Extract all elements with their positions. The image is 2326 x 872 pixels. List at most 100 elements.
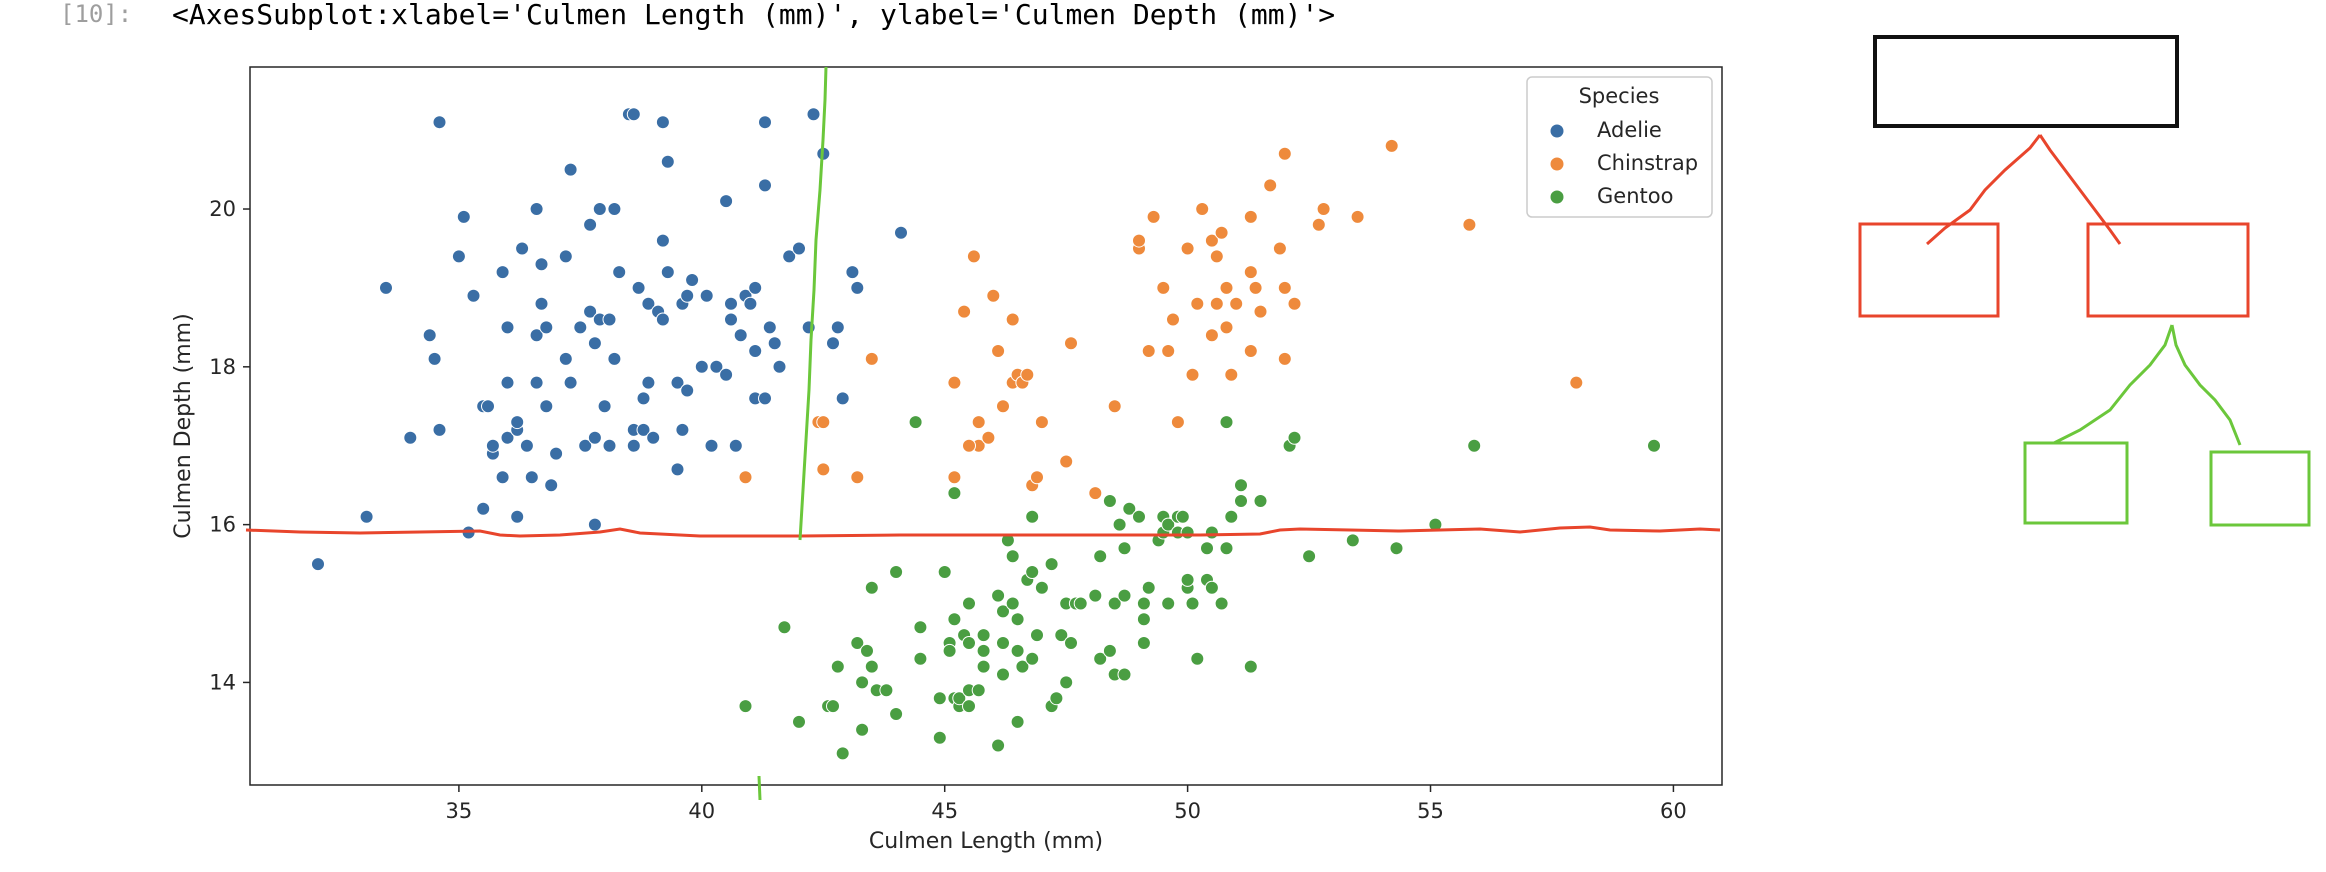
data-point-gentoo	[932, 691, 947, 706]
data-point-chinstrap	[1277, 351, 1292, 366]
tree-leaf-right-box	[2209, 450, 2311, 527]
data-point-chinstrap	[1170, 415, 1185, 430]
data-point-adelie	[670, 462, 685, 477]
data-point-adelie	[500, 375, 515, 390]
data-point-adelie	[587, 336, 602, 351]
data-point-adelie	[612, 265, 627, 280]
data-point-chinstrap	[1180, 241, 1195, 256]
data-point-adelie	[592, 202, 607, 216]
data-point-adelie	[670, 375, 685, 390]
scatter-points	[311, 107, 1661, 761]
data-point-adelie	[515, 241, 530, 256]
x-axis-label: Culmen Length (mm)	[869, 829, 1103, 854]
data-point-gentoo	[971, 683, 986, 698]
data-point-adelie	[772, 359, 787, 374]
data-point-gentoo	[777, 620, 792, 635]
data-point-adelie	[549, 446, 564, 461]
data-point-chinstrap	[1243, 344, 1258, 358]
data-point-gentoo	[996, 667, 1010, 682]
data-point-gentoo	[1219, 541, 1234, 556]
data-point-adelie	[709, 359, 724, 374]
data-point-gentoo	[864, 659, 879, 674]
data-point-adelie	[534, 296, 549, 311]
data-point-chinstrap	[1214, 225, 1229, 240]
x-tick-label: 55	[1417, 799, 1444, 823]
data-point-adelie	[743, 296, 758, 311]
data-point-gentoo	[976, 628, 991, 643]
data-point-adelie	[432, 115, 447, 130]
data-point-adelie	[641, 375, 656, 390]
data-point-chinstrap	[1190, 296, 1205, 311]
data-point-chinstrap	[1141, 344, 1156, 358]
x-tick-label: 35	[446, 799, 473, 823]
data-point-adelie	[602, 438, 617, 453]
data-point-chinstrap	[1253, 304, 1268, 319]
data-point-adelie	[558, 351, 573, 366]
data-point-chinstrap	[1462, 217, 1477, 232]
data-point-chinstrap	[1384, 138, 1399, 153]
legend-label-chinstrap: Chinstrap	[1597, 151, 1698, 175]
data-point-adelie	[694, 359, 709, 374]
data-point-gentoo	[1030, 628, 1044, 643]
data-point-gentoo	[1345, 533, 1360, 548]
legend-marker-adelie	[1549, 123, 1565, 139]
data-point-gentoo	[1302, 549, 1317, 564]
data-point-adelie	[655, 233, 670, 248]
data-point-adelie	[704, 438, 719, 453]
data-point-chinstrap	[1350, 209, 1365, 224]
red-annotation-line	[245, 525, 1721, 538]
data-point-adelie	[510, 415, 525, 430]
data-point-adelie	[636, 391, 651, 406]
data-point-gentoo	[1180, 525, 1195, 540]
x-tick-label: 40	[688, 799, 715, 823]
data-point-adelie	[422, 328, 437, 343]
data-point-adelie	[311, 557, 325, 572]
data-point-chinstrap	[1107, 399, 1122, 414]
data-point-gentoo	[1204, 580, 1219, 595]
data-point-gentoo	[1117, 588, 1132, 603]
data-point-gentoo	[1224, 509, 1239, 524]
data-point-adelie	[758, 178, 772, 193]
data-point-gentoo	[826, 699, 840, 714]
data-point-gentoo	[1073, 596, 1088, 611]
data-point-adelie	[748, 280, 763, 295]
data-point-gentoo	[1034, 580, 1049, 595]
data-point-adelie	[558, 249, 573, 264]
data-point-chinstrap	[947, 375, 962, 390]
data-point-chinstrap	[991, 344, 1006, 358]
data-point-adelie	[607, 351, 622, 366]
data-point-gentoo	[962, 699, 976, 714]
data-point-gentoo	[1112, 517, 1127, 532]
data-point-gentoo	[1010, 714, 1025, 729]
data-point-adelie	[724, 312, 738, 327]
data-point-adelie	[626, 107, 641, 122]
data-point-gentoo	[1243, 659, 1258, 674]
data-point-gentoo	[1185, 596, 1200, 611]
data-point-gentoo	[864, 580, 879, 595]
data-point-chinstrap	[1005, 312, 1020, 327]
data-point-adelie	[655, 312, 670, 327]
data-point-gentoo	[1180, 572, 1195, 587]
data-point-gentoo	[996, 604, 1010, 619]
data-point-adelie	[539, 320, 554, 335]
data-point-adelie	[646, 430, 661, 445]
data-point-gentoo	[947, 612, 962, 627]
data-point-gentoo	[932, 730, 947, 745]
data-point-adelie	[636, 422, 651, 437]
data-point-chinstrap	[1316, 202, 1331, 216]
y-ticks: 14 16 18 20	[209, 197, 250, 694]
data-point-adelie	[748, 344, 763, 358]
data-point-gentoo	[835, 746, 850, 761]
data-point-gentoo	[1214, 596, 1229, 611]
data-point-adelie	[758, 391, 772, 406]
x-tick-label: 45	[931, 799, 958, 823]
data-point-chinstrap	[971, 415, 986, 430]
data-point-gentoo	[1204, 525, 1219, 540]
data-point-adelie	[539, 399, 554, 414]
data-point-adelie	[597, 399, 612, 414]
data-point-adelie	[583, 304, 598, 319]
data-point-chinstrap	[996, 399, 1010, 414]
data-point-chinstrap	[1272, 241, 1287, 256]
data-point-adelie	[524, 470, 539, 485]
